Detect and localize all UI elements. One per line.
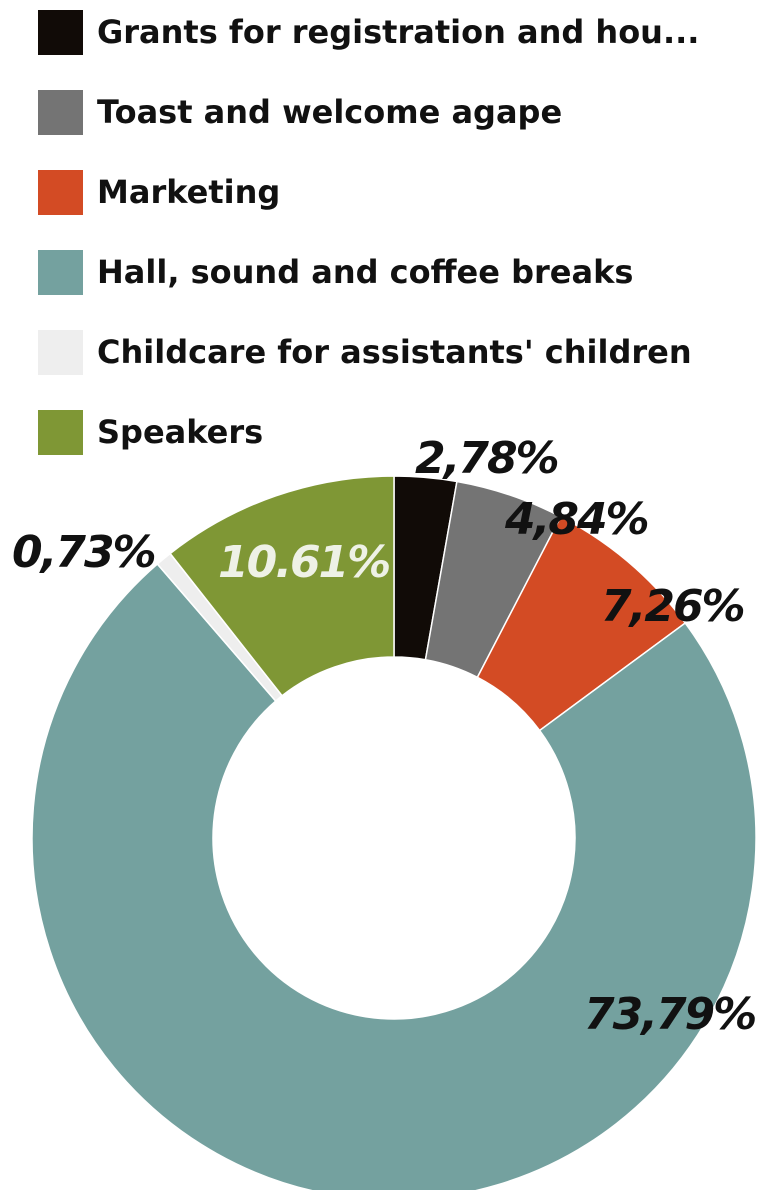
slice-speakers [169,475,395,697]
legend-swatch-marketing [38,170,83,215]
legend-swatch-speakers [38,410,83,455]
legend-item-hall: Hall, sound and coffee breaks [38,250,771,296]
slice-label-childcare: 0,73% [12,527,155,578]
legend-swatch-grants [38,10,83,55]
legend-swatch-toast [38,90,83,135]
slice-label-grants: 2,78% [415,433,558,484]
legend-item-grants: Grants for registration and hou... [38,10,771,56]
slice-label-marketing: 7,26% [601,581,744,632]
legend-item-childcare: Childcare for assistants' children [38,330,771,376]
donut-slices [31,475,757,1190]
legend-item-toast: Toast and welcome agape [38,90,771,136]
legend-item-marketing: Marketing [38,170,771,216]
legend-label-speakers: Speakers [97,413,264,451]
legend-label-childcare: Childcare for assistants' children [97,333,692,371]
legend-swatch-childcare [38,330,83,375]
slice-label-hall: 73,79% [584,989,755,1040]
legend-label-marketing: Marketing [97,173,281,211]
slice-label-speakers: 10.61% [218,537,389,588]
legend-label-hall: Hall, sound and coffee breaks [97,253,634,291]
legend-label-grants: Grants for registration and hou... [97,13,700,51]
chart-legend: Grants for registration and hou... Toast… [38,10,771,490]
slice-hall [31,562,757,1190]
legend-label-toast: Toast and welcome agape [97,93,563,131]
legend-swatch-hall [38,250,83,295]
slice-labels: 2,78% 4,84% 7,26% 73,79% 0,73% 10.61% [12,433,757,1040]
slice-label-toast: 4,84% [504,494,648,545]
legend-item-speakers: Speakers [38,410,771,456]
